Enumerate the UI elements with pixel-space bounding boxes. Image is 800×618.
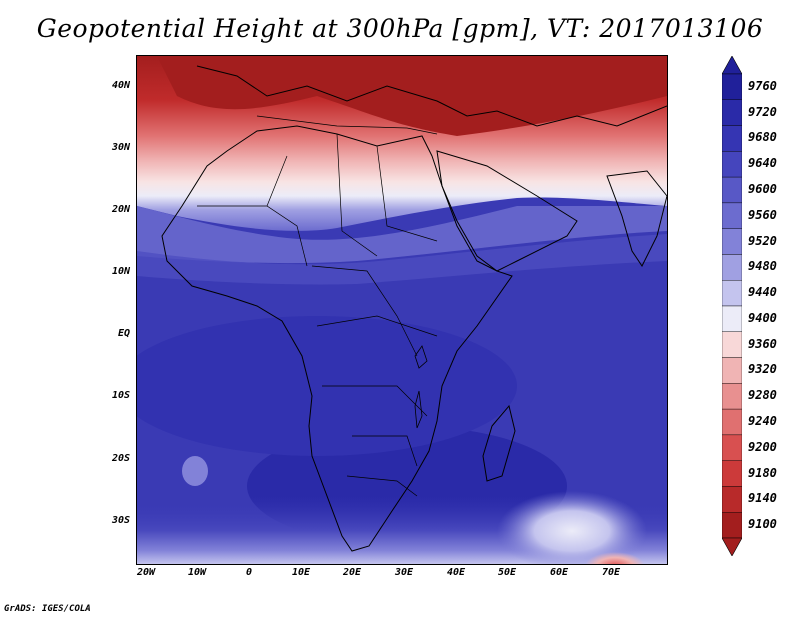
colorbar-level-label: 9520 xyxy=(748,233,777,248)
lon-label-30e: 30E xyxy=(394,567,414,578)
colorbar-cell xyxy=(722,331,742,358)
colorbar-level-label: 9480 xyxy=(748,259,777,274)
colorbar-cell xyxy=(722,383,742,410)
colorbar-cell xyxy=(722,357,742,384)
colorbar-level-label: 9360 xyxy=(748,336,777,351)
colorbar-level-label: 9600 xyxy=(748,182,777,196)
colorbar-level-label: 9680 xyxy=(748,130,777,145)
colorbar-level-label: 9760 xyxy=(748,78,777,93)
lat-label-40n: 40N xyxy=(111,80,130,91)
colorbar-cell xyxy=(722,202,742,229)
colorbar-level-label: 9440 xyxy=(748,285,777,300)
colorbar-level-label: 9320 xyxy=(748,362,777,377)
lon-label-10e: 10E xyxy=(291,567,311,578)
colorbar-cell xyxy=(722,254,742,281)
colorbar-cell xyxy=(722,460,742,487)
colorbar-cell xyxy=(722,305,742,332)
colorbar-level-label: 9280 xyxy=(748,388,777,403)
colorbar-cell xyxy=(722,176,742,204)
lat-label-20n: 20N xyxy=(111,204,130,215)
lon-label-20w: 20W xyxy=(136,567,156,578)
lat-label-10s: 10S xyxy=(111,390,130,401)
geopotential-map xyxy=(136,55,668,565)
colorbar-level-label: 9140 xyxy=(748,491,777,506)
colorbar-level-label: 9560 xyxy=(748,207,777,222)
lat-label-10n: 10N xyxy=(111,266,130,277)
colorbar-level-label: 9720 xyxy=(748,104,777,119)
colorbar-cell xyxy=(722,486,742,513)
lon-label-50e: 50E xyxy=(497,567,517,578)
colorbar-level-label: 9100 xyxy=(748,517,777,532)
colorbar-bottom-arrow xyxy=(722,537,742,556)
colorbar-level-label: 9180 xyxy=(748,465,777,480)
colorbar-cell xyxy=(722,125,742,152)
colorbar-cell xyxy=(722,73,742,100)
colorbar-cell xyxy=(722,512,742,539)
colorbar-level-label: 9200 xyxy=(748,439,777,454)
lon-label-10w: 10W xyxy=(187,567,207,578)
lat-label-30n: 30N xyxy=(111,142,130,153)
colorbar xyxy=(722,56,742,556)
colorbar-level-label: 9240 xyxy=(748,414,777,428)
colorbar-cell xyxy=(722,280,742,307)
colorbar-cell xyxy=(722,228,742,255)
chart-title: Geopotential Height at 300hPa [gpm], VT:… xyxy=(36,14,764,43)
colorbar-cell xyxy=(722,408,742,436)
colorbar-level-label: 9640 xyxy=(748,156,777,171)
lon-label-0: 0 xyxy=(245,567,253,578)
lon-label-20e: 20E xyxy=(342,567,362,578)
lat-label-eq: EQ xyxy=(117,328,130,339)
colorbar-top-arrow xyxy=(722,56,742,75)
colorbar-cell xyxy=(722,99,742,126)
lat-label-20s: 20S xyxy=(111,453,130,464)
grads-credit: GrADS: IGES/COLA xyxy=(4,604,91,614)
colorbar-level-label: 9400 xyxy=(748,310,777,325)
colorbar-cell xyxy=(722,151,742,178)
lon-label-40e: 40E xyxy=(446,567,466,578)
lat-label-30s: 30S xyxy=(111,515,130,526)
lon-label-60e: 60E xyxy=(549,567,569,578)
lon-label-70e: 70E xyxy=(601,567,621,578)
colorbar-cell xyxy=(722,434,742,461)
